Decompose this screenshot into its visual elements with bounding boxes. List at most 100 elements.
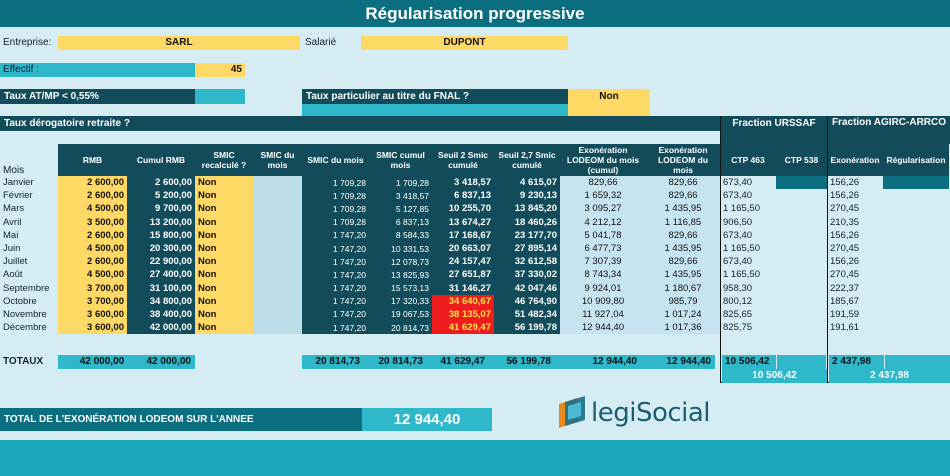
cell-empty bbox=[253, 268, 302, 282]
cell-exo-cum: 6 477,73 bbox=[560, 241, 646, 256]
cell-exo: 829,66 bbox=[646, 228, 720, 242]
cell-empty bbox=[883, 216, 949, 229]
cell-empty bbox=[883, 295, 949, 308]
cell-rmb: 3 700,00 bbox=[58, 294, 127, 308]
cell-empty bbox=[776, 282, 827, 295]
cell-smic-mois: 1 747,20 bbox=[302, 228, 369, 242]
cell-ctp463: 673,40 bbox=[723, 190, 753, 202]
effectif-label: Effectif : bbox=[0, 63, 195, 77]
cell-rmb: 3 600,00 bbox=[58, 321, 127, 335]
cell-agirc: 191,59 bbox=[830, 308, 860, 320]
urssaf-sum: 10 506,42 bbox=[722, 369, 827, 383]
col-smic-cumul: SMIC cumul mois bbox=[369, 144, 432, 176]
cell-cum: 22 900,00 bbox=[127, 255, 195, 269]
cell-empty bbox=[776, 308, 827, 321]
cell-rmb: 4 500,00 bbox=[58, 268, 127, 282]
cell-rmb: 2 600,00 bbox=[58, 228, 127, 242]
cell-exo: 1 116,85 bbox=[646, 215, 720, 229]
taux-atmp-label: Taux AT/MP < 0,55% bbox=[0, 89, 195, 104]
cell-empty bbox=[883, 242, 949, 255]
cell-exo: 1 017,36 bbox=[646, 321, 720, 335]
col-smic-du-mois-a: SMIC du mois bbox=[253, 144, 302, 176]
cell-s27: 32 612,58 bbox=[494, 255, 560, 269]
cell-cum: 31 100,00 bbox=[127, 281, 195, 295]
cell-s27: 9 230,13 bbox=[494, 189, 560, 203]
cell-smic-mois: 1 747,20 bbox=[302, 241, 369, 256]
cell-ctp463: 825,65 bbox=[723, 308, 753, 320]
fraction-agirc-header: Fraction AGIRC-ARRCO bbox=[828, 116, 950, 144]
cell-s2: 34 640,67 bbox=[432, 294, 494, 308]
col-seuil-2: Seuil 2 Smic cumulé bbox=[432, 144, 494, 176]
totaux-exo: 12 944,40 bbox=[641, 355, 715, 369]
cell-rmb: 4 500,00 bbox=[58, 241, 127, 256]
cell-smic-rec: Non bbox=[195, 281, 253, 295]
taux-atmp-field[interactable] bbox=[195, 89, 245, 104]
cell-cum: 5 200,00 bbox=[127, 189, 195, 203]
total-annee-value: 12 944,40 bbox=[362, 408, 492, 431]
cell-ctp463: 1 165,50 bbox=[723, 203, 760, 215]
cell-s2: 31 146,27 bbox=[432, 281, 494, 295]
entreprise-field[interactable]: SARL bbox=[58, 36, 300, 50]
totaux-label: TOTAUX bbox=[3, 356, 44, 367]
fnal-field[interactable]: Non bbox=[568, 89, 650, 116]
col-exo-cumul: Exonération LODEOM du mois (cumul) bbox=[560, 144, 646, 176]
totaux-seuil-2: 41 629,47 bbox=[427, 355, 489, 369]
cell-cum: 38 400,00 bbox=[127, 307, 195, 322]
cell-smic-mois: 1 747,20 bbox=[302, 255, 369, 269]
table-header-row: Mois RMB Cumul RMB SMIC recalculé ? SMIC… bbox=[0, 144, 949, 176]
cell-mois: Mars bbox=[3, 203, 25, 215]
cell-smic-rec: Non bbox=[195, 215, 253, 229]
salarie-field[interactable]: DUPONT bbox=[361, 36, 568, 50]
cell-agirc: 210,35 bbox=[830, 216, 860, 228]
cell-exo-cum: 3 095,27 bbox=[560, 202, 646, 216]
effectif-field[interactable]: 45 bbox=[195, 63, 245, 77]
cell-smic-rec: Non bbox=[195, 241, 253, 256]
cell-mois: Juin bbox=[3, 243, 21, 255]
cell-exo: 1 017,24 bbox=[646, 307, 720, 322]
cell-smic-cum: 6 837,13 bbox=[369, 215, 432, 229]
cell-exo-cum: 5 041,78 bbox=[560, 228, 646, 242]
cell-mois: Février bbox=[3, 190, 33, 202]
cell-smic-cum: 19 067,53 bbox=[369, 307, 432, 322]
cell-smic-rec: Non bbox=[195, 307, 253, 322]
col-smic-du-mois: SMIC du mois bbox=[302, 144, 369, 176]
cell-empty bbox=[776, 295, 827, 308]
cell-rmb: 3 600,00 bbox=[58, 307, 127, 322]
cell-smic-rec: Non bbox=[195, 321, 253, 335]
footer-bar bbox=[0, 440, 950, 476]
cell-exo-cum: 8 743,34 bbox=[560, 268, 646, 282]
cell-smic-rec: Non bbox=[195, 228, 253, 242]
cell-exo: 829,66 bbox=[646, 189, 720, 203]
fnal-bar bbox=[302, 104, 568, 116]
cell-mois: Octobre bbox=[3, 295, 37, 307]
cell-s2: 13 674,27 bbox=[432, 215, 494, 229]
col-exoneration: Exonération bbox=[827, 144, 883, 176]
cell-smic-cum: 13 825,93 bbox=[369, 268, 432, 282]
cell-agirc: 222,37 bbox=[830, 282, 860, 294]
cell-s27: 18 460,26 bbox=[494, 215, 560, 229]
cell-cum: 9 700,00 bbox=[127, 202, 195, 216]
cell-ctp463: 673,40 bbox=[723, 229, 753, 241]
cell-ctp463: 825,75 bbox=[723, 322, 753, 334]
cell-smic-rec: Non bbox=[195, 189, 253, 203]
cell-exo: 1 435,95 bbox=[646, 241, 720, 256]
cell-mois: Mai bbox=[3, 229, 19, 241]
separator-urssaf bbox=[720, 116, 721, 382]
cell-empty bbox=[253, 202, 302, 216]
cell-s27: 4 615,07 bbox=[494, 176, 560, 190]
cell-exo-cum: 10 909,80 bbox=[560, 294, 646, 308]
table-row: Octobre 3 700,00 34 800,00 Non 1 747,20 17 32… bbox=[0, 294, 949, 308]
cell-exo-cum: 1 659,32 bbox=[560, 189, 646, 203]
cell-rmb: 3 500,00 bbox=[58, 215, 127, 229]
cell-smic-mois: 1 709,28 bbox=[302, 176, 369, 190]
totaux-smic-mois: 20 814,73 bbox=[302, 355, 364, 369]
col-regularisation: Régularisation bbox=[883, 144, 949, 176]
cell-empty bbox=[776, 189, 827, 202]
logo-icon bbox=[559, 396, 585, 428]
cell-mois: Septembre bbox=[3, 282, 50, 294]
totaux-regularisation bbox=[885, 355, 950, 369]
table-row: Décembre 3 600,00 42 000,00 Non 1 747,20 20 8… bbox=[0, 321, 949, 335]
cell-s27: 27 895,14 bbox=[494, 241, 560, 256]
totaux-ctp538 bbox=[777, 355, 826, 369]
cell-empty bbox=[883, 308, 949, 321]
